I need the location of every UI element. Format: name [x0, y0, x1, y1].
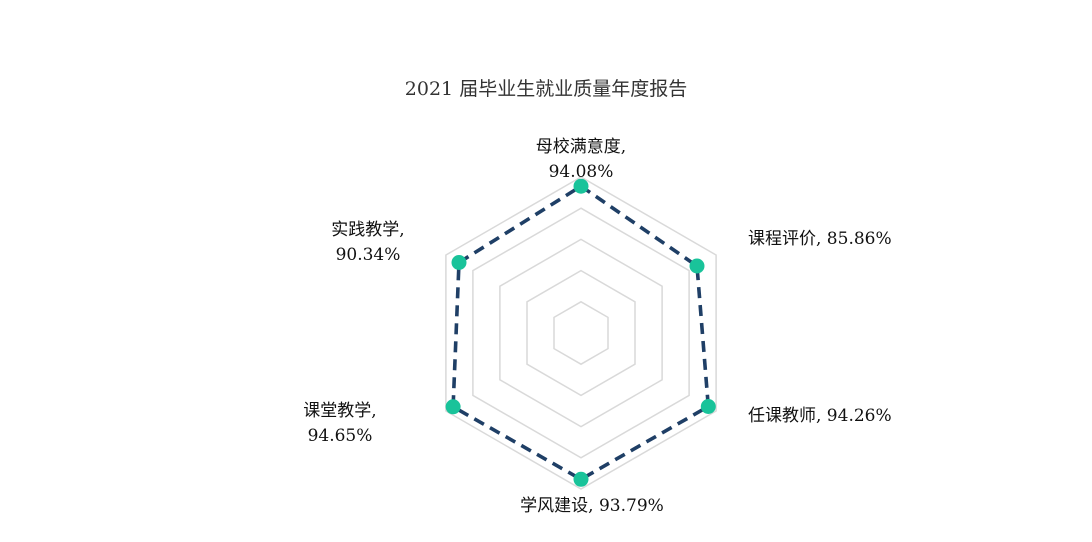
- radar-labels: 母校满意度, 94.08% 课程评价, 85.86% 任课教师, 94.26% 学风建设…: [303, 137, 891, 516]
- axis-label-5-line-0: 实践教学,: [331, 220, 404, 240]
- axis-label-5-line-1: 90.34%: [336, 245, 401, 265]
- radar-series: [451, 184, 711, 482]
- grid-ring-4: [472, 207, 690, 459]
- data-point-4: [445, 399, 461, 415]
- data-point-3: [573, 471, 589, 487]
- axis-label-3: 学风建设, 93.79%: [520, 496, 664, 516]
- axis-label-0-line-1: 94.08%: [549, 162, 614, 182]
- data-point-0: [573, 178, 589, 194]
- chart-title: 2021 届毕业生就业质量年度报告: [404, 78, 688, 100]
- grid-ring-1: [553, 300, 609, 366]
- axis-label-3-line-0: 学风建设, 93.79%: [520, 496, 664, 516]
- axis-label-1-line-0: 课程评价, 85.86%: [748, 229, 892, 249]
- axis-label-0: 母校满意度, 94.08%: [536, 137, 626, 182]
- data-point-1: [689, 258, 705, 274]
- axis-label-2-line-0: 任课教师, 94.26%: [748, 406, 892, 426]
- radar-markers: [445, 178, 716, 487]
- axis-label-4: 课堂教学, 94.65%: [303, 401, 376, 446]
- grid-ring-2: [526, 269, 636, 397]
- axis-label-4-line-1: 94.65%: [308, 426, 373, 446]
- series-line: [451, 184, 711, 482]
- radar-grid: [445, 176, 717, 490]
- grid-ring-3: [499, 238, 663, 428]
- data-point-2: [700, 399, 716, 414]
- axis-label-2: 任课教师, 94.26%: [748, 406, 892, 426]
- data-point-5: [451, 255, 467, 270]
- axis-label-0-line-0: 母校满意度,: [536, 137, 626, 157]
- axis-label-4-line-0: 课堂教学,: [303, 401, 376, 421]
- grid-ring-5: [445, 176, 717, 490]
- axis-label-5: 实践教学, 90.34%: [331, 220, 404, 265]
- axis-label-1: 课程评价, 85.86%: [748, 229, 892, 249]
